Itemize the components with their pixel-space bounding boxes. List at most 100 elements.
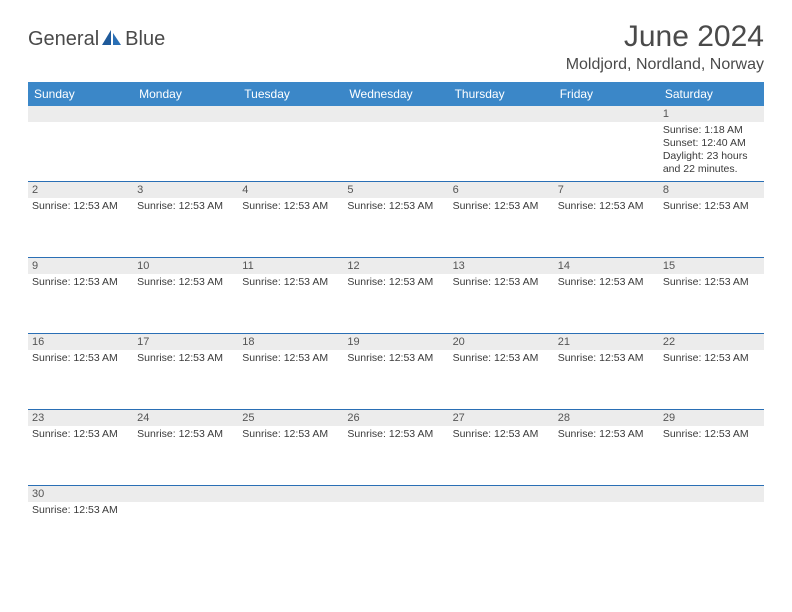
cell-line: Sunrise: 12:53 AM xyxy=(453,276,550,289)
calendar-week: 2Sunrise: 12:53 AM3Sunrise: 12:53 AM4Sun… xyxy=(28,182,764,258)
day-number: 1 xyxy=(659,106,764,122)
day-number: 28 xyxy=(554,410,659,426)
calendar-cell: 7Sunrise: 12:53 AM xyxy=(554,182,659,257)
day-number xyxy=(343,106,448,122)
cell-line: Sunrise: 12:53 AM xyxy=(32,200,129,213)
day-number: 24 xyxy=(133,410,238,426)
cell-content: Sunrise: 12:53 AM xyxy=(28,198,133,215)
logo-text-part2: Blue xyxy=(125,28,165,51)
day-number: 10 xyxy=(133,258,238,274)
day-number: 20 xyxy=(449,334,554,350)
calendar-week: 16Sunrise: 12:53 AM17Sunrise: 12:53 AM18… xyxy=(28,334,764,410)
calendar-cell: 18 Sunrise: 12:53 AM xyxy=(238,334,343,409)
day-number: 19 xyxy=(343,334,448,350)
calendar-cell: 10 Sunrise: 12:53 AM xyxy=(133,258,238,333)
day-number: 6 xyxy=(449,182,554,198)
calendar-cell: 20Sunrise: 12:53 AM xyxy=(449,334,554,409)
cell-line: Sunrise: 12:53 AM xyxy=(558,276,655,289)
cell-content: Sunrise: 12:53 AM xyxy=(343,426,448,443)
day-number xyxy=(343,486,448,502)
day-number xyxy=(28,106,133,122)
calendar-week: 30 Sunrise: 12:53 AM xyxy=(28,486,764,562)
title-block: June 2024 Moldjord, Nordland, Norway xyxy=(566,20,764,74)
cell-line: Sunrise: 12:53 AM xyxy=(347,352,444,365)
cell-content: Sunrise: 12:53 AM xyxy=(343,274,448,291)
cell-line: Sunrise: 12:53 AM xyxy=(453,200,550,213)
calendar-cell: 12Sunrise: 12:53 AM xyxy=(343,258,448,333)
cell-content: Sunrise: 12:53 AM xyxy=(238,274,343,291)
day-header: Sunday xyxy=(28,82,133,106)
cell-line: Sunrise: 12:53 AM xyxy=(558,352,655,365)
cell-content: Sunrise: 12:53 AM xyxy=(238,198,343,215)
calendar-cell: 21Sunrise: 12:53 AM xyxy=(554,334,659,409)
calendar-cell xyxy=(659,486,764,562)
cell-content: Sunrise: 12:53 AM xyxy=(28,350,133,367)
day-number: 15 xyxy=(659,258,764,274)
cell-line: Sunrise: 12:53 AM xyxy=(242,200,339,213)
day-number xyxy=(554,486,659,502)
day-number: 5 xyxy=(343,182,448,198)
calendar-cell: 29Sunrise: 12:53 AM xyxy=(659,410,764,485)
day-number: 8 xyxy=(659,182,764,198)
calendar: Sunday Monday Tuesday Wednesday Thursday… xyxy=(28,82,764,562)
cell-line: Sunset: 12:40 AM xyxy=(663,137,760,150)
cell-line: Sunrise: 12:53 AM xyxy=(242,352,339,365)
sail-icon xyxy=(101,28,123,51)
cell-content: Sunrise: 12:53 AM xyxy=(238,350,343,367)
day-number xyxy=(659,486,764,502)
cell-line: Sunrise: 12:53 AM xyxy=(663,276,760,289)
cell-line: Sunrise: 12:53 AM xyxy=(242,276,339,289)
calendar-cell: 22Sunrise: 12:53 AM xyxy=(659,334,764,409)
day-number: 3 xyxy=(133,182,238,198)
cell-line: Sunrise: 12:53 AM xyxy=(347,428,444,441)
cell-line: Sunrise: 12:53 AM xyxy=(242,428,339,441)
header: General Blue June 2024 Moldjord, Nordlan… xyxy=(28,20,764,74)
calendar-cell xyxy=(238,106,343,181)
cell-content: Sunrise: 1:18 AMSunset: 12:40 AMDaylight… xyxy=(659,122,764,179)
cell-content: Sunrise: 12:53 AM xyxy=(238,426,343,443)
calendar-cell: 8 Sunrise: 12:53 AM xyxy=(659,182,764,257)
calendar-cell xyxy=(449,486,554,562)
calendar-cell: 27Sunrise: 12:53 AM xyxy=(449,410,554,485)
day-number xyxy=(238,486,343,502)
calendar-cell: 9Sunrise: 12:53 AM xyxy=(28,258,133,333)
cell-line: Sunrise: 12:53 AM xyxy=(32,504,129,517)
calendar-cell: 5 Sunrise: 12:53 AM xyxy=(343,182,448,257)
cell-line: Sunrise: 12:53 AM xyxy=(137,276,234,289)
calendar-cell: 16Sunrise: 12:53 AM xyxy=(28,334,133,409)
cell-content: Sunrise: 12:53 AM xyxy=(133,198,238,215)
day-header: Tuesday xyxy=(238,82,343,106)
calendar-cell: 1Sunrise: 1:18 AMSunset: 12:40 AMDayligh… xyxy=(659,106,764,181)
calendar-cell: 11Sunrise: 12:53 AM xyxy=(238,258,343,333)
day-number xyxy=(449,106,554,122)
cell-content: Sunrise: 12:53 AM xyxy=(133,426,238,443)
cell-line: Sunrise: 12:53 AM xyxy=(137,200,234,213)
day-number: 18 xyxy=(238,334,343,350)
calendar-cell: 13Sunrise: 12:53 AM xyxy=(449,258,554,333)
cell-line: Sunrise: 12:53 AM xyxy=(137,352,234,365)
cell-content: Sunrise: 12:53 AM xyxy=(343,350,448,367)
cell-content: Sunrise: 12:53 AM xyxy=(133,274,238,291)
cell-line: Sunrise: 12:53 AM xyxy=(558,200,655,213)
calendar-cell: 6 Sunrise: 12:53 AM xyxy=(449,182,554,257)
calendar-cell xyxy=(133,486,238,562)
cell-line: Sunrise: 12:53 AM xyxy=(32,428,129,441)
calendar-week: 9Sunrise: 12:53 AM10Sunrise: 12:53 AM11S… xyxy=(28,258,764,334)
cell-line: Sunrise: 12:53 AM xyxy=(558,428,655,441)
day-number: 29 xyxy=(659,410,764,426)
cell-content: Sunrise: 12:53 AM xyxy=(554,274,659,291)
cell-content: Sunrise: 12:53 AM xyxy=(28,502,133,519)
cell-content: Sunrise: 12:53 AM xyxy=(28,426,133,443)
day-number: 12 xyxy=(343,258,448,274)
day-number: 30 xyxy=(28,486,133,502)
cell-content: Sunrise: 12:53 AM xyxy=(659,426,764,443)
day-header: Saturday xyxy=(659,82,764,106)
cell-content: Sunrise: 12:53 AM xyxy=(659,274,764,291)
day-number xyxy=(554,106,659,122)
calendar-cell: 26Sunrise: 12:53 AM xyxy=(343,410,448,485)
cell-line: Sunrise: 12:53 AM xyxy=(347,200,444,213)
cell-line: Sunrise: 12:53 AM xyxy=(32,352,129,365)
cell-line: Sunrise: 12:53 AM xyxy=(663,200,760,213)
day-header: Friday xyxy=(554,82,659,106)
calendar-cell: 23Sunrise: 12:53 AM xyxy=(28,410,133,485)
